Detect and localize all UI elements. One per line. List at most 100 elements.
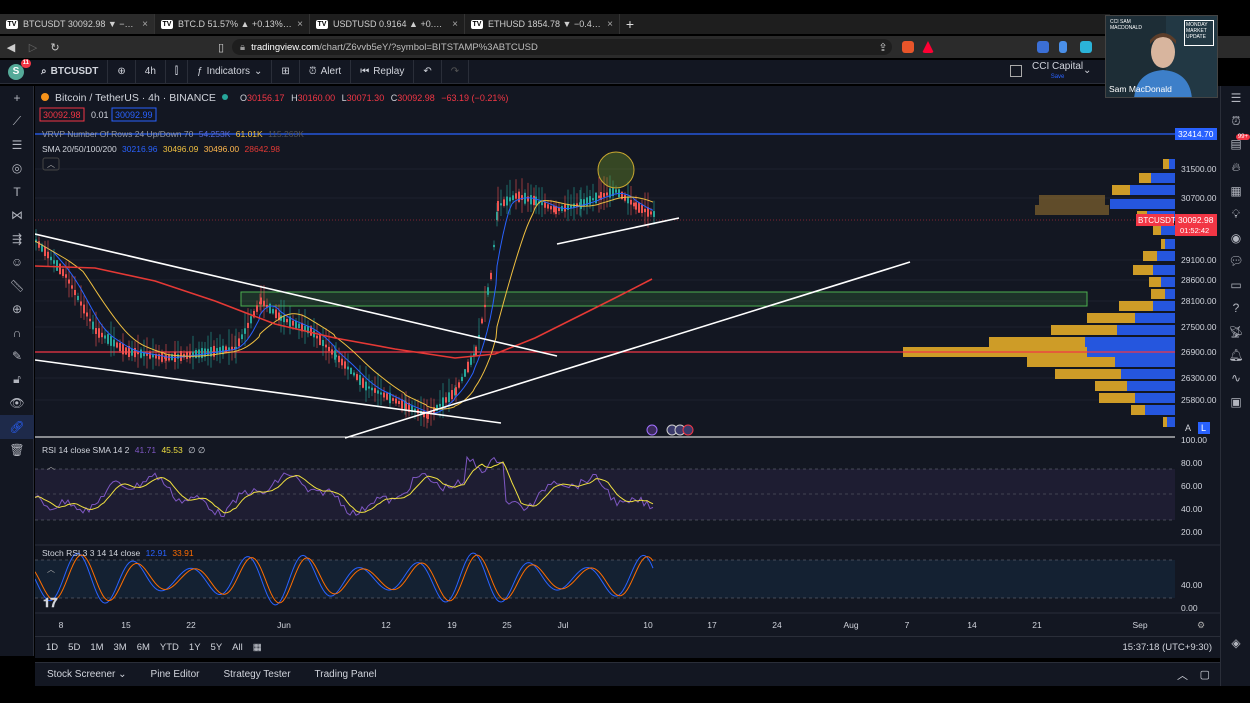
extension-icon[interactable] [1080, 41, 1092, 53]
zoom-in-icon[interactable]: ⊕ [11, 302, 23, 317]
watchlist-icon[interactable]: ☰ [1230, 90, 1242, 105]
news-event-icon[interactable] [682, 424, 694, 436]
auto-scale-button[interactable]: A [1185, 423, 1191, 433]
lock-drawings-icon[interactable]: 🔓︎ [13, 372, 21, 387]
tab-strategy-tester[interactable]: Strategy Tester [223, 669, 291, 680]
vrvp-legend[interactable]: VRVP Number Of Rows 24 Up/Down 70 54.253… [42, 129, 304, 139]
interval-button[interactable]: 4h [136, 59, 166, 84]
brush-icon[interactable]: ◎ [11, 161, 23, 176]
time-axis[interactable]: ⚙ 8 15 22 Jun 12 19 25 Jul 10 17 24 Aug 7 14 21 Sep [35, 612, 1220, 630]
brave-shield-icon[interactable] [902, 41, 914, 53]
log-scale-button[interactable] [1198, 422, 1210, 434]
fib-retracement-icon[interactable]: ☰ [11, 137, 23, 152]
chevron-down-icon[interactable]: ⌄ [1083, 65, 1092, 76]
descending-trend-line[interactable] [35, 233, 558, 357]
short-term-support-line[interactable] [556, 217, 680, 245]
range-5d-button[interactable]: 5D [68, 642, 81, 653]
stoch-rsi-pane[interactable]: Stoch RSI 3 3 14 14 close 12.91 33.91 ︿ … [35, 548, 1203, 613]
compare-symbol-button[interactable]: ⊕ [108, 59, 136, 84]
close-tab-icon[interactable]: × [297, 18, 303, 30]
trend-line-icon[interactable]: ⟋ [12, 113, 22, 128]
price-chart[interactable]: Bitcoin / TetherUS · 4h · BINANCE O30156… [35, 86, 1220, 636]
replay-button[interactable]: ⏮︎ Replay [351, 59, 415, 84]
browser-tab[interactable]: TV ETHUSD 1854.78 ▼ −0.46% CCI Capit × [465, 14, 620, 34]
ascending-trend-line[interactable] [344, 261, 911, 439]
prediction-tool-icon[interactable]: ⇶ [11, 231, 23, 246]
link-icon[interactable]: 🔗︎ [0, 415, 34, 439]
browser-tab[interactable]: TV USDTUSD 0.9164 ▲ +0.36% CCI Capi × [310, 14, 465, 34]
redo-button[interactable]: ↷ [442, 59, 470, 84]
magnet-icon[interactable]: ∩ [12, 325, 22, 340]
brave-rewards-icon[interactable] [922, 41, 934, 53]
data-window-icon[interactable]: ▤ 99+ [1230, 133, 1250, 152]
rsi-pane[interactable]: RSI 14 close SMA 14 2 41.71 45.53 ∅ ∅ ︿ … [35, 435, 1220, 546]
settings-gear-icon[interactable]: ⚙ [1197, 620, 1205, 630]
extension-icon[interactable] [1037, 41, 1049, 53]
symbol-search-button[interactable]: ⌕ BTCUSDT [32, 59, 109, 84]
sell-button[interactable] [39, 107, 85, 122]
hotlists-icon[interactable]: 🔥︎ [1231, 160, 1241, 175]
highlight-circle[interactable] [597, 151, 635, 189]
streams-icon[interactable]: ◉ [1230, 231, 1242, 246]
range-5y-button[interactable]: 5Y [210, 642, 223, 653]
extension-icon[interactable] [1059, 41, 1067, 53]
collapse-legend-button[interactable] [42, 157, 60, 171]
chevron-up-icon[interactable]: ︿ [47, 462, 55, 471]
buy-button[interactable] [111, 107, 157, 122]
chats-icon[interactable]: 💬︎ [1228, 254, 1244, 269]
ruler-icon[interactable]: 📏︎ [9, 278, 25, 293]
reload-icon[interactable]: ↻ [50, 41, 60, 54]
range-6m-button[interactable]: 6M [136, 642, 150, 653]
rsi-legend[interactable]: RSI 14 close SMA 14 2 41.71 45.53 ∅ ∅ [42, 445, 206, 455]
calendar-icon[interactable]: ▦ [1230, 184, 1242, 199]
range-all-button[interactable]: All [232, 642, 243, 653]
price-axis[interactable]: 32414.70 BTCUSDT 30092.98 01:52:42 31500… [1136, 86, 1220, 636]
dom-icon[interactable]: ▣ [1230, 394, 1242, 409]
templates-button[interactable]: ⊞ [272, 59, 300, 84]
trash-icon[interactable]: 🗑︎ [9, 443, 25, 458]
layers-icon[interactable]: ◈ [1231, 635, 1241, 650]
range-1d-button[interactable]: 1D [46, 642, 59, 653]
text-tool-icon[interactable]: T [13, 184, 21, 199]
range-1y-button[interactable]: 1Y [188, 642, 201, 653]
account-menu[interactable]: CCI Capital Save [1032, 62, 1083, 82]
chart-type-button[interactable]: ⫿ [166, 59, 189, 84]
tab-trading-panel[interactable]: Trading Panel [314, 669, 377, 680]
tab-stock-screener[interactable]: Stock Screener ⌄ [35, 669, 139, 680]
indicators-button[interactable]: ƒ Indicators ⌄ [188, 59, 273, 84]
emoji-icon[interactable]: ☺ [10, 255, 24, 270]
close-tab-icon[interactable]: × [607, 18, 613, 30]
stoch-legend[interactable]: Stoch RSI 3 3 14 14 close 12.91 33.91 [42, 548, 194, 558]
bell-icon[interactable]: 🔔︎ [1228, 347, 1244, 362]
close-tab-icon[interactable]: × [452, 18, 458, 30]
pattern-tool-icon[interactable]: ⋈ [11, 208, 23, 223]
url-field[interactable]: 🔒︎ tradingview.com/chart/Z6vvb5eY/?symbo… [232, 39, 892, 55]
range-3m-button[interactable]: 3M [113, 642, 127, 653]
lower-channel-line[interactable] [35, 359, 502, 424]
pulse-icon[interactable]: ∿ [1230, 371, 1242, 386]
broadcast-icon[interactable]: 📡︎ [1228, 324, 1244, 339]
back-icon[interactable]: ◀ [6, 41, 16, 54]
range-1m-button[interactable]: 1M [90, 642, 104, 653]
notifications-icon[interactable]: ▭ [1230, 277, 1242, 292]
chevron-up-icon[interactable]: ︿ [47, 565, 55, 574]
tab-pine-editor[interactable]: Pine Editor [150, 669, 200, 680]
help-icon[interactable]: ? [1232, 301, 1240, 316]
layout-button[interactable] [1010, 65, 1022, 77]
crosshair-icon[interactable]: + [13, 90, 21, 105]
browser-tab[interactable]: TV BTCUSDT 30092.98 ▼ −0.22% CCI × [0, 14, 155, 34]
browser-tab[interactable]: TV BTC.D 51.57% ▲ +0.13% CCI Capital × [155, 14, 310, 34]
share-icon[interactable]: ⇪ [878, 41, 888, 54]
demand-zone-rectangle[interactable] [240, 291, 1088, 307]
alerts-icon[interactable]: ⏰︎ [1231, 113, 1241, 128]
close-tab-icon[interactable]: × [142, 18, 148, 30]
new-tab-button[interactable]: + [625, 16, 635, 32]
calendar-icon[interactable]: ▦ [252, 642, 262, 653]
collapse-panel-icon[interactable]: ︿ [1177, 669, 1188, 682]
bookmark-icon[interactable]: ▯ [217, 41, 225, 54]
alert-button[interactable]: ⏰︎ Alert [300, 59, 352, 84]
range-ytd-button[interactable]: YTD [159, 642, 179, 653]
avatar[interactable]: S 11 [8, 58, 31, 80]
ideas-icon[interactable]: 💡︎ [1231, 207, 1241, 222]
stay-in-drawing-mode-icon[interactable]: ✎ [11, 349, 23, 364]
